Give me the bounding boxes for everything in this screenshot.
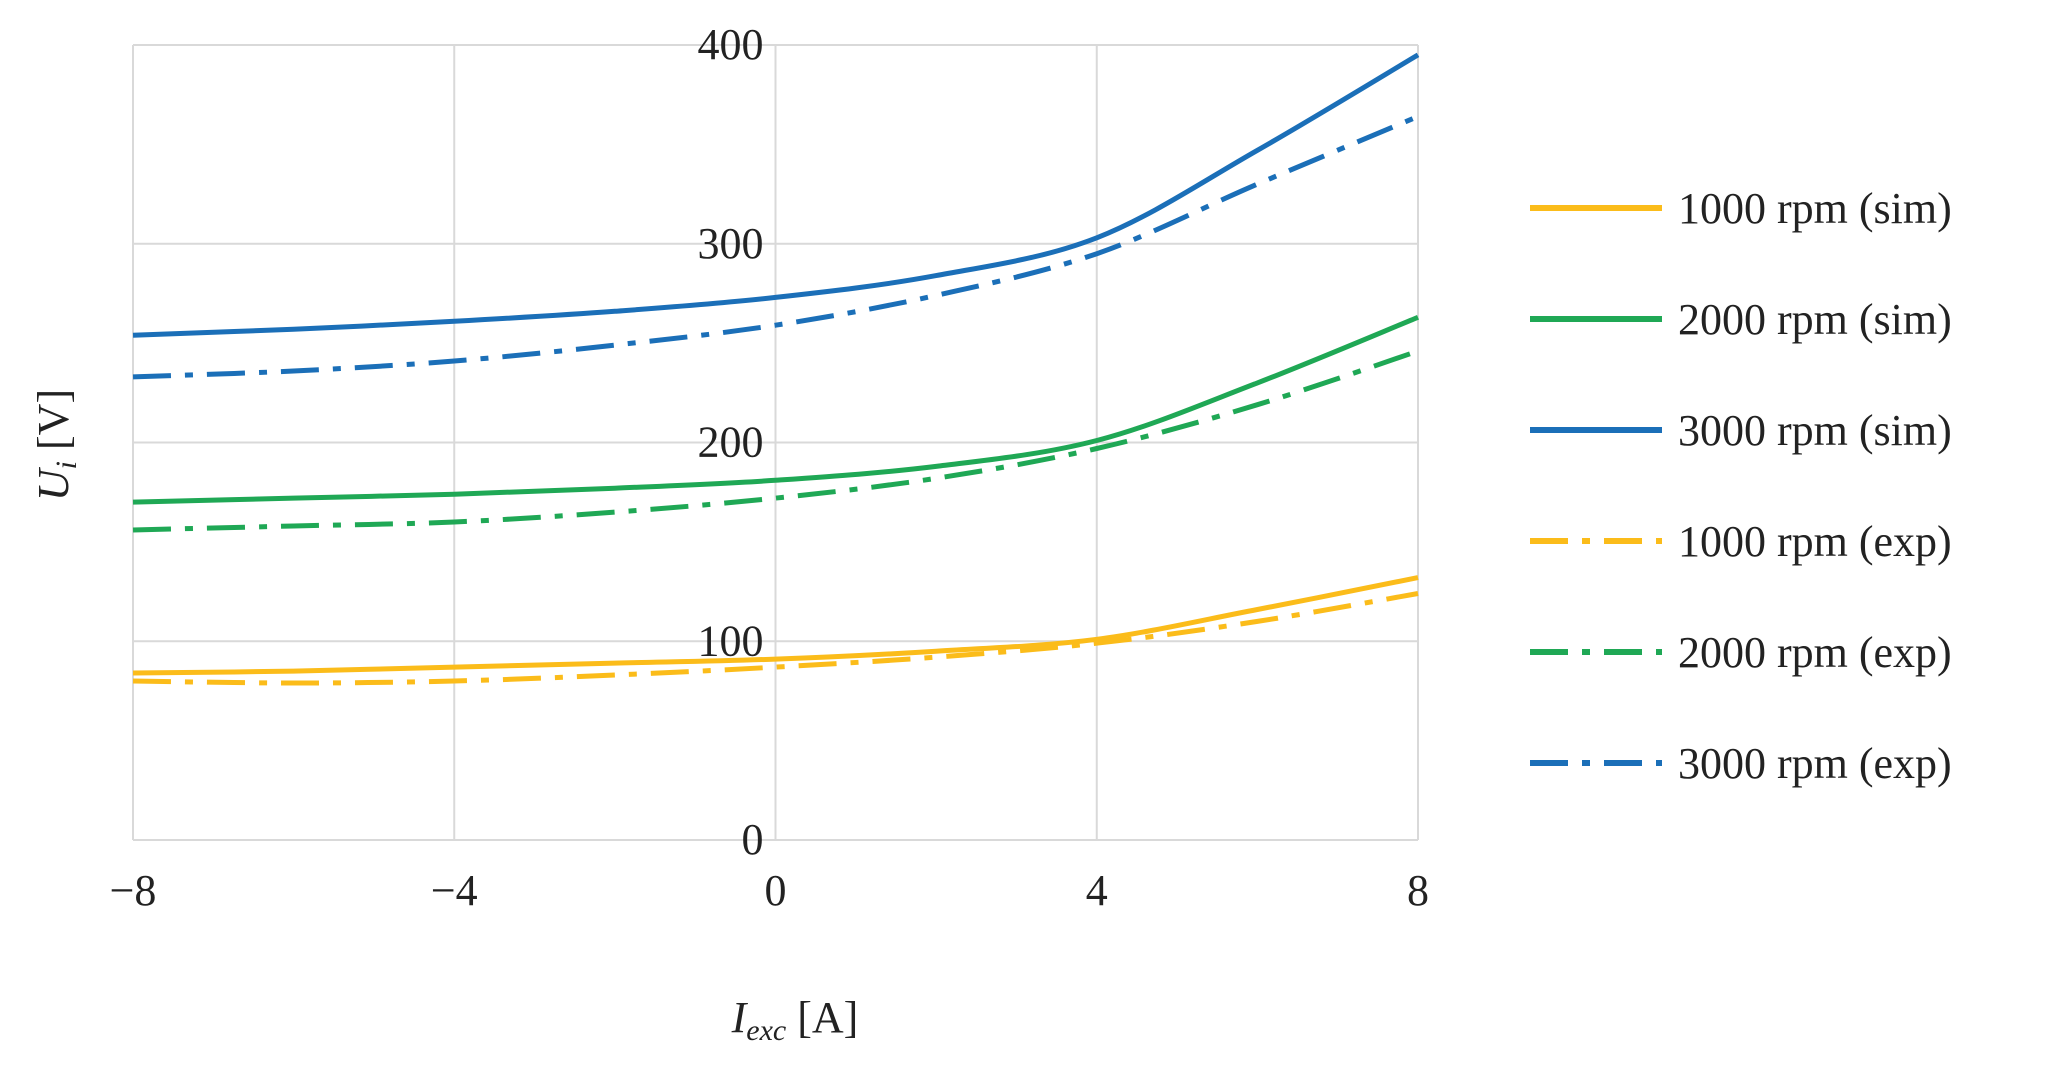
x-tick-label: −4	[431, 866, 478, 915]
y-axis-title: Ui [V]	[29, 389, 83, 501]
x-axis-title-sub: exc	[746, 1014, 786, 1047]
series-3000-rpm-exp-line	[132, 114, 1419, 380]
x-tick-label: 0	[765, 866, 787, 915]
legend-label: 3000 rpm (exp)	[1678, 739, 1952, 788]
legend-label: 2000 rpm (sim)	[1678, 295, 1952, 344]
x-tick-label: 4	[1086, 866, 1108, 915]
series-1000-rpm-sim-line	[132, 575, 1419, 676]
series-2000-rpm-sim-line	[132, 314, 1419, 505]
series-2000-rpm-exp-line	[132, 348, 1419, 533]
y-axis-title-unit: [V]	[29, 389, 78, 461]
y-tick-label: 200	[698, 418, 764, 467]
legend-label: 3000 rpm (sim)	[1678, 406, 1952, 455]
y-tick-label: 400	[698, 20, 764, 69]
y-axis-title-sub: i	[50, 461, 83, 469]
y-tick-label: 300	[698, 219, 764, 268]
legend: 1000 rpm (sim) 2000 rpm (sim) 3000 rpm (si…	[1530, 184, 1952, 788]
y-tick-label: 0	[742, 815, 764, 864]
x-tick-label: 8	[1407, 866, 1429, 915]
y-axis-title-main: U	[29, 466, 78, 501]
legend-label: 2000 rpm (exp)	[1678, 628, 1952, 677]
legend-label: 1000 rpm (exp)	[1678, 517, 1952, 566]
series-lines	[132, 52, 1420, 686]
x-tick-label: −8	[110, 866, 157, 915]
x-axis-title-unit: [A]	[786, 993, 858, 1042]
x-axis-title: Iexc [A]	[731, 993, 859, 1047]
legend-label: 1000 rpm (sim)	[1678, 184, 1952, 233]
grid-lines	[132, 44, 1419, 841]
tick-labels: 0 100 200 300 400 −8 −4 0 4 8	[110, 20, 1429, 915]
x-axis-title-main: I	[731, 993, 749, 1042]
series-3000-rpm-sim-line	[132, 52, 1420, 338]
y-tick-label: 100	[698, 616, 764, 665]
